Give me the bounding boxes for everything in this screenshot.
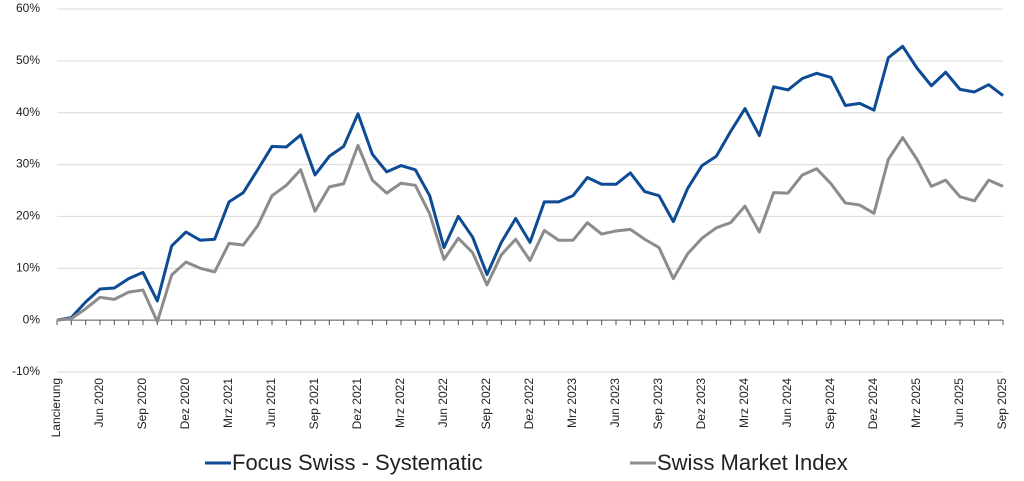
x-tick-label: Mrz 2024 [737, 378, 751, 428]
legend-label: Swiss Market Index [657, 450, 848, 475]
y-tick-label: 30% [16, 157, 40, 171]
series-line [56, 136, 1004, 324]
x-tick-label: Jun 2022 [436, 378, 450, 428]
y-tick-label: 0% [23, 312, 41, 326]
x-tick-label: Jun 2024 [780, 378, 794, 428]
x-tick-label: Jun 2023 [608, 378, 622, 428]
x-tick-label: Mrz 2025 [909, 378, 923, 428]
x-tick-label: Sep 2025 [995, 378, 1009, 430]
x-tick-label: Jun 2025 [952, 378, 966, 428]
y-tick-label: 10% [16, 260, 40, 274]
x-tick-label: Mrz 2022 [393, 378, 407, 428]
x-tick-label: Dez 2020 [178, 378, 192, 430]
y-tick-label: 40% [16, 105, 40, 119]
x-tick-label: Dez 2024 [866, 378, 880, 430]
y-tick-label: 20% [16, 209, 40, 223]
y-tick-label: -10% [12, 364, 40, 378]
x-tick-label: Sep 2021 [307, 378, 321, 430]
x-tick-label: Lancierung [49, 378, 63, 437]
x-tick-label: Jun 2021 [264, 378, 278, 428]
x-tick-label: Jun 2020 [92, 378, 106, 428]
x-tick-label: Dez 2021 [350, 378, 364, 430]
legend-label: Focus Swiss - Systematic [232, 450, 483, 475]
x-tick-label: Sep 2020 [135, 378, 149, 430]
y-tick-label: 60% [16, 1, 40, 15]
x-tick-label: Sep 2023 [651, 378, 665, 430]
x-tick-label: Mrz 2023 [565, 378, 579, 428]
x-tick-label: Sep 2022 [479, 378, 493, 430]
y-tick-label: 50% [16, 53, 40, 67]
x-tick-label: Sep 2024 [823, 378, 837, 430]
x-tick-label: Dez 2023 [694, 378, 708, 430]
x-tick-label: Mrz 2021 [221, 378, 235, 428]
x-tick-label: Dez 2022 [522, 378, 536, 430]
series-line [56, 44, 1004, 322]
